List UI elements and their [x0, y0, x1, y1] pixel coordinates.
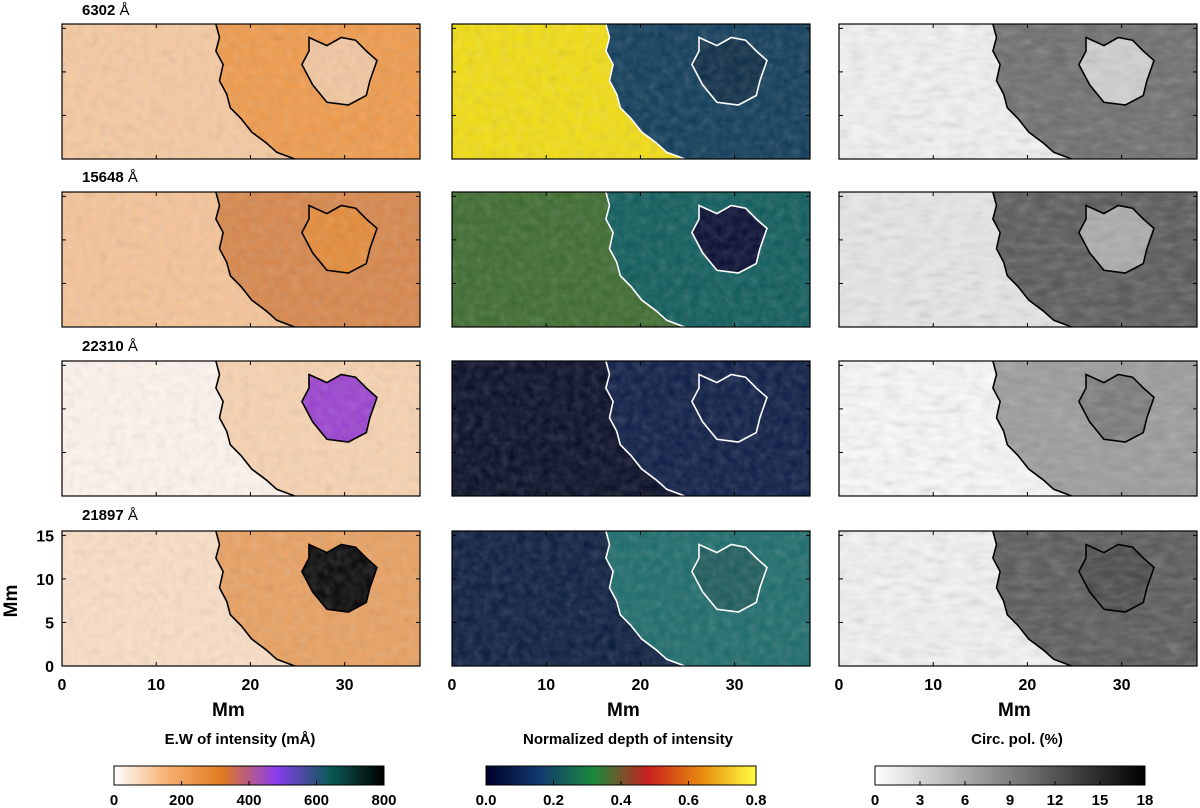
- x-tick-label: 20: [1019, 677, 1037, 694]
- x-tick-label: 0: [835, 677, 844, 694]
- colorbar-tick-label: 0.2: [543, 792, 564, 808]
- panel-frame: [838, 23, 1198, 160]
- penumbra-boundary: [992, 23, 1072, 160]
- penumbra-boundary: [605, 530, 685, 667]
- umbra-contour: [690, 36, 768, 106]
- umbra-contour: [1077, 373, 1155, 443]
- x-tick-label: 10: [147, 677, 165, 694]
- x-tick-label: 0: [448, 677, 457, 694]
- panel-frame: [838, 530, 1198, 667]
- penumbra-boundary: [215, 360, 295, 497]
- umbra-contour: [690, 373, 768, 443]
- colorbar-tick-label: 15: [1092, 792, 1109, 808]
- penumbra-boundary: [605, 360, 685, 497]
- colorbar-tick-label: 400: [236, 792, 261, 808]
- colorbar-tick-label: 12: [1047, 792, 1064, 808]
- colorbar-tick-label: 18: [1137, 792, 1154, 808]
- umbra-contour: [690, 204, 768, 274]
- x-axis-label-col2: Mm: [607, 700, 640, 721]
- umbra-contour: [300, 36, 378, 106]
- umbra-contour: [300, 543, 378, 613]
- colorbar-tick-label: 600: [304, 792, 329, 808]
- row-label-22310: 22310 Å: [82, 338, 138, 355]
- panel-r4-c3: [838, 530, 1198, 667]
- penumbra-boundary: [215, 191, 295, 328]
- penumbra-boundary: [992, 191, 1072, 328]
- x-axis-label-col1: Mm: [212, 700, 245, 721]
- y-tick-label: 0: [45, 659, 54, 676]
- panel-r1-c2: [451, 23, 811, 160]
- colorbar-tick-label: 9: [1006, 792, 1014, 808]
- penumbra-boundary: [605, 191, 685, 328]
- panel-frame: [61, 23, 421, 160]
- row-label-15648: 15648 Å: [82, 169, 138, 186]
- x-tick-label: 30: [336, 677, 354, 694]
- colorbar-tick-label: 200: [169, 792, 194, 808]
- colorbar-tick-label: 6: [961, 792, 969, 808]
- penumbra-boundary: [992, 530, 1072, 667]
- x-tick-label: 10: [537, 677, 555, 694]
- colorbar-tick-label: 0.6: [678, 792, 699, 808]
- x-tick-label: 30: [1113, 677, 1131, 694]
- colorbar-tick-label: 0: [110, 792, 118, 808]
- umbra-contour: [300, 373, 378, 443]
- y-axis-label: Mm: [1, 584, 22, 618]
- panel-r3-c2: [451, 360, 811, 497]
- row-label-21897: 21897 Å: [82, 507, 138, 524]
- penumbra-boundary: [215, 23, 295, 160]
- y-tick-label: 10: [36, 572, 54, 589]
- panel-frame: [61, 191, 421, 328]
- colorbar-tick-label: 3: [916, 792, 924, 808]
- umbra-contour: [1077, 204, 1155, 274]
- row-label-6302: 6302 Å: [82, 2, 130, 19]
- panel-r2-c1: [61, 191, 421, 328]
- panel-frame: [838, 360, 1198, 497]
- colorbar-2: 0.0 0.2 0.4 0.6 0.8: [476, 765, 767, 808]
- panel-r3-c3: [838, 360, 1198, 497]
- y-tick-label: 15: [36, 528, 54, 545]
- colorbar-caption-depth: Normalized depth of intensity: [522, 731, 733, 748]
- x-tick-label: 20: [632, 677, 650, 694]
- panel-frame: [61, 360, 421, 497]
- penumbra-boundary: [992, 360, 1072, 497]
- panel-r2-c2: [451, 191, 811, 328]
- panel-r4-c2: [451, 530, 811, 667]
- panel-frame: [451, 530, 811, 667]
- umbra-contour: [1077, 543, 1155, 613]
- x-tick-label: 30: [726, 677, 744, 694]
- umbra-contour: [1077, 36, 1155, 106]
- colorbar-tick-label: 800: [371, 792, 396, 808]
- panel-r2-c3: [838, 191, 1198, 328]
- panel-frame: [451, 191, 811, 328]
- panel-r1-c1: [61, 23, 421, 160]
- colorbar-tick-label: 0.4: [611, 792, 633, 808]
- umbra-contour: [690, 543, 768, 613]
- panel-frame: [451, 23, 811, 160]
- panel-r4-c1: [61, 530, 421, 667]
- colorbar-1: 0 200 400 600 800: [110, 765, 397, 808]
- x-tick-label: 0: [58, 677, 67, 694]
- panel-r3-c1: [61, 360, 421, 497]
- colorbar-tick-label: 0.8: [746, 792, 767, 808]
- x-tick-label: 10: [924, 677, 942, 694]
- panel-frame: [838, 191, 1198, 328]
- umbra-contour: [300, 204, 378, 274]
- panel-frame: [451, 360, 811, 497]
- penumbra-boundary: [215, 530, 295, 667]
- penumbra-boundary: [605, 23, 685, 160]
- panel-frame: [61, 530, 421, 667]
- colorbar-tick-label: 0: [871, 792, 879, 808]
- colorbar-tick-label: 0.0: [476, 792, 497, 808]
- x-tick-label: 20: [242, 677, 260, 694]
- y-tick-label: 5: [45, 615, 54, 632]
- panel-r1-c3: [838, 23, 1198, 160]
- x-axis-label-col3: Mm: [998, 700, 1031, 721]
- colorbar-caption-circpol: Circ. pol. (%): [971, 731, 1063, 748]
- colorbar-caption-ew: E.W of intensity (mÅ): [164, 731, 316, 748]
- colorbar-3: 0 3 6 9 12 15 18: [871, 765, 1154, 808]
